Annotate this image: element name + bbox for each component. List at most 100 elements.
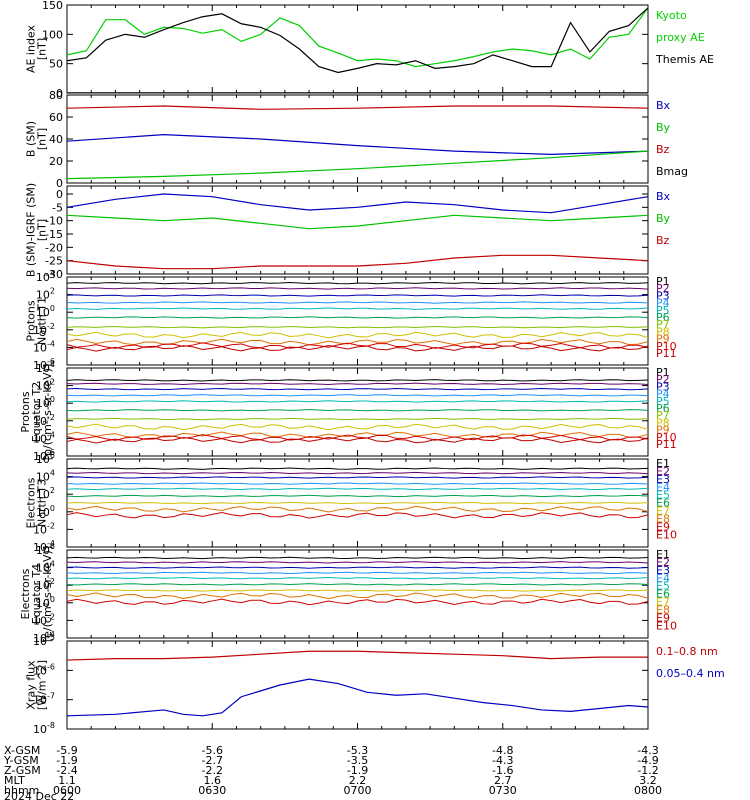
panel-e3-level-6	[66, 501, 649, 505]
panel-e4-level-6	[66, 589, 649, 592]
panel-e4-legend-3: E4	[656, 572, 670, 585]
panel-e3-level-7	[66, 505, 649, 513]
panel-e4-level-5	[66, 583, 649, 586]
panel-xray-series-1	[66, 678, 649, 717]
panel-e4-legend-1: E2	[656, 556, 670, 569]
panel-p1-level-7	[66, 331, 649, 339]
panel-e4-ytick-label: 100	[36, 595, 55, 610]
panel-p2-legend-7: P8	[656, 416, 670, 429]
panel-p2-legend-8: P9	[656, 424, 670, 437]
panel-db-ytick-label: -25	[45, 255, 63, 268]
panel-xray-ylabel: Xray flux	[25, 660, 38, 710]
panel-p2-legend-5: P6	[656, 402, 670, 415]
panel-p2-ytick-label: 104	[36, 360, 55, 375]
xaxis-value: 0700	[344, 784, 372, 797]
panel-b-ytick-label: 40	[49, 133, 63, 146]
panel-p1-legend-1: P2	[656, 282, 670, 295]
xaxis-value: 3.2	[639, 774, 657, 787]
panel-p2-level-6	[66, 417, 649, 421]
panel-ae-legend-2: Themis AE	[655, 53, 714, 66]
xaxis-value: -4.3	[492, 754, 513, 767]
panel-p1-ytick-label: 10-4	[33, 339, 55, 354]
panel-xray-ylabel: [W/m^2]	[36, 660, 49, 710]
panel-b-legend-2: Bz	[656, 143, 670, 156]
panel-b-ytick-label: 20	[49, 155, 63, 168]
panel-e4-level-4	[66, 576, 649, 580]
panel-e4-legend-6: E7	[656, 596, 670, 609]
panel-p1-legend-8: P9	[656, 333, 670, 346]
panel-e3-ytick-label: 106	[36, 451, 55, 466]
panel-db-ytick-label: -20	[45, 241, 63, 254]
panel-e4-ytick-label: 102	[36, 577, 55, 592]
panel-e3-legend-2: E3	[656, 473, 670, 486]
xaxis-value: 0730	[489, 784, 517, 797]
panel-ae-legend-1: proxy AE	[656, 31, 705, 44]
panel-xray-legend-1: 0.05–0.4 nm	[656, 667, 725, 680]
panel-b-legend-1: By	[656, 121, 671, 134]
panel-p2-ytick-label: 100	[36, 395, 55, 410]
panel-b-ylabel: [nT]	[36, 128, 49, 150]
panel-e3-ytick-label: 10-4	[33, 539, 55, 554]
panel-e4-ytick-label: 10-2	[33, 612, 55, 627]
panel-e4-level-0	[66, 556, 649, 560]
panel-p1-level-10	[66, 345, 649, 352]
panel-db-frame	[66, 185, 649, 275]
xaxis-value: -1.6	[492, 764, 513, 777]
panel-e4-ytick-label: 106	[36, 542, 55, 557]
panel-p2-level-4	[66, 400, 649, 403]
panel-e4-legend-0: E1	[656, 548, 670, 561]
panel-b-series-3	[66, 150, 649, 180]
panel-db-ylabel: B (SM)-IGRF (SM)	[25, 183, 38, 277]
panel-e4-legend-9: E10	[656, 619, 677, 632]
panel-e3-ylabel: North T3	[36, 479, 49, 527]
panel-b-ytick-label: 0	[56, 177, 63, 190]
panel-p2-legend-9: P10	[656, 431, 677, 444]
panel-p2-ytick-label: 102	[36, 378, 55, 393]
xaxis-value: -1.2	[637, 764, 658, 777]
panel-db-series-0	[66, 193, 649, 214]
panel-e4-level-7	[66, 592, 649, 600]
panel-e3-legend-7: E8	[656, 512, 670, 525]
panel-e3-legend-5: E6	[656, 497, 670, 510]
panel-e4-legend-4: E5	[656, 580, 670, 593]
panel-e3-level-1	[66, 471, 649, 475]
panel-p1-level-5	[66, 316, 649, 319]
panel-b-ytick-label: 60	[49, 111, 63, 124]
panel-xray-ytick-label: 10-7	[33, 692, 55, 707]
panel-ae-series-1	[66, 7, 649, 74]
panel-db-series-1	[66, 214, 649, 230]
panel-db-series-2	[66, 254, 649, 270]
panel-p1-ytick-label: 100	[36, 304, 55, 319]
panel-e3-level-8	[66, 511, 649, 519]
panel-p2-level-7	[66, 423, 649, 431]
panel-p1-legend-6: P7	[656, 318, 670, 331]
panel-p2-level-0	[66, 379, 649, 382]
panel-e3-level-5	[66, 494, 649, 498]
xaxis-row-label: Z-GSM	[4, 764, 41, 777]
panel-e4-ytick-label: 10-4	[33, 630, 55, 645]
panel-ae-series-0	[66, 7, 649, 68]
panel-db-ylabel: [nT]	[36, 219, 49, 241]
panel-p1-legend-0: P1	[656, 275, 670, 288]
xaxis-value: -5.6	[202, 744, 223, 757]
panel-p2-level-3	[66, 394, 649, 397]
xaxis-row-label: X-GSM	[4, 744, 40, 757]
xaxis-value: -5.3	[347, 744, 368, 757]
panel-p2-level-2	[66, 387, 649, 391]
panel-p2-legend-10: P11	[656, 438, 677, 451]
panel-p1-level-3	[66, 301, 649, 304]
panel-p1-legend-4: P5	[656, 304, 670, 317]
xaxis-value: -1.9	[347, 764, 368, 777]
panel-e4-legend-7: E8	[656, 603, 670, 616]
panel-db-ytick-label: -10	[45, 215, 63, 228]
panel-e3-ytick-label: 102	[36, 486, 55, 501]
panel-xray-legend-0: 0.1–0.8 nm	[656, 645, 718, 658]
panel-xray-ytick-label: 10-5	[33, 633, 55, 648]
xaxis-value: 2.7	[494, 774, 512, 787]
panel-p1-level-0	[66, 281, 649, 285]
panel-p2-legend-3: P4	[656, 388, 670, 401]
panel-p2-legend-6: P7	[656, 409, 670, 422]
panel-xray-ytick-label: 10-6	[33, 662, 55, 677]
panel-e3-level-3	[66, 482, 649, 485]
panel-p1-legend-5: P6	[656, 311, 670, 324]
